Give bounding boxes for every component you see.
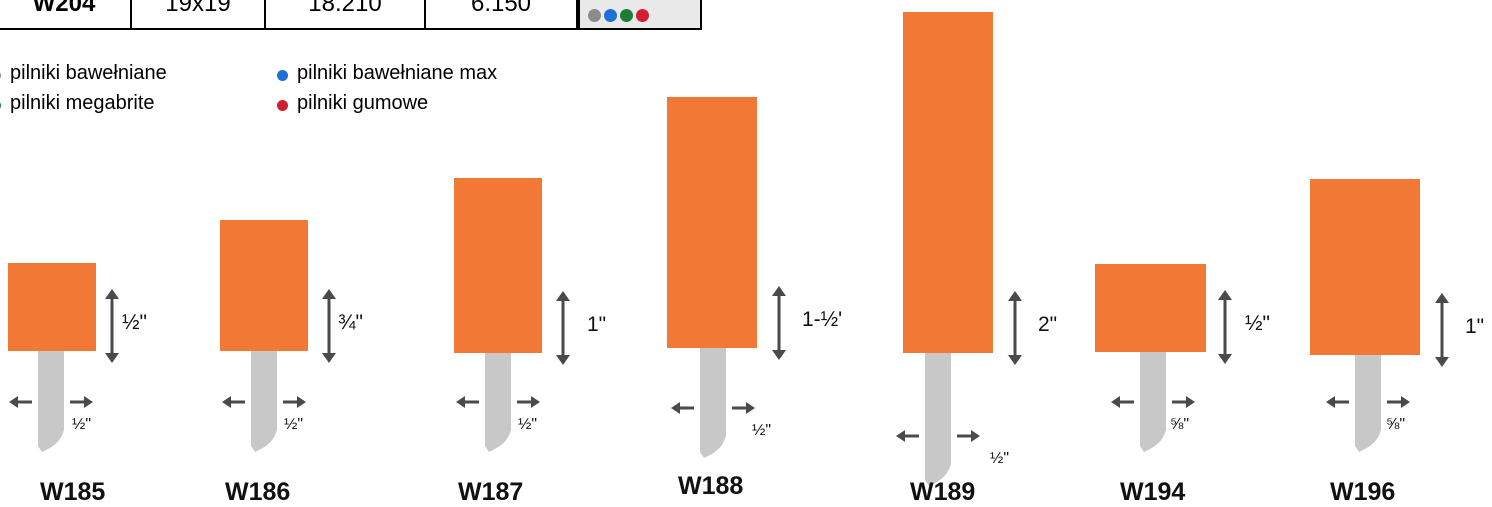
product-code-label: W187 bbox=[458, 478, 524, 506]
shank-diameter-label: ½" bbox=[518, 416, 538, 433]
length-arrow-icon bbox=[1435, 293, 1449, 367]
length-label: ½" bbox=[122, 311, 147, 334]
file-head bbox=[1310, 179, 1420, 355]
shank bbox=[251, 349, 277, 452]
shank bbox=[1355, 353, 1381, 452]
length-label: 1" bbox=[1465, 315, 1485, 338]
legend-dot-icon bbox=[0, 70, 1, 81]
length-arrow-icon bbox=[556, 291, 570, 365]
table-cell-color-dots bbox=[578, 0, 702, 28]
shank-diameter-label: ⅝" bbox=[1386, 416, 1406, 433]
legend-dot-icon bbox=[0, 100, 1, 111]
file-head bbox=[454, 178, 542, 353]
table-cell-size: 19x19 bbox=[132, 0, 266, 28]
shank-diameter-label: ⅝" bbox=[1170, 416, 1190, 433]
length-label: ¾" bbox=[338, 311, 363, 334]
shank bbox=[485, 351, 511, 452]
length-label: 2" bbox=[1038, 313, 1058, 336]
file-head bbox=[220, 220, 308, 351]
length-arrow-icon bbox=[322, 289, 336, 363]
shank-diameter-label: ½" bbox=[752, 422, 772, 439]
product-code-label: W194 bbox=[1120, 478, 1186, 506]
product-code-label: W185 bbox=[40, 478, 106, 506]
shank-width-arrow-icon bbox=[1326, 396, 1410, 408]
table-cell-code: W204 bbox=[0, 0, 132, 28]
length-arrow-icon bbox=[772, 286, 786, 360]
shank-width-arrow-icon bbox=[456, 396, 540, 408]
file-head bbox=[8, 263, 96, 351]
shank-width-arrow-icon bbox=[222, 396, 306, 408]
length-label: 1-½' bbox=[802, 308, 843, 331]
table-row: W204 19x19 18.210 6.150 bbox=[0, 0, 702, 30]
length-arrow-icon bbox=[1218, 290, 1232, 364]
product-code-label: W196 bbox=[1330, 478, 1396, 506]
shank-width-arrow-icon bbox=[671, 402, 755, 414]
table-cell-price1: 18.210 bbox=[266, 0, 426, 28]
shank-width-arrow-icon bbox=[1111, 396, 1195, 408]
shank-width-arrow-icon bbox=[896, 430, 980, 442]
file-head bbox=[667, 97, 757, 348]
shank bbox=[38, 349, 64, 452]
shank bbox=[700, 346, 726, 458]
product-code-label: W186 bbox=[225, 478, 291, 506]
table-cell-price2: 6.150 bbox=[426, 0, 578, 28]
file-head bbox=[903, 12, 993, 353]
legend-dot-icon bbox=[277, 70, 288, 81]
length-label: ½" bbox=[1245, 312, 1270, 335]
shank-diameter-label: ½" bbox=[990, 450, 1010, 467]
product-code-label: W189 bbox=[910, 478, 976, 506]
shank-width-arrow-icon bbox=[9, 396, 93, 408]
file-head bbox=[1095, 264, 1206, 352]
length-arrow-icon bbox=[1008, 291, 1022, 365]
color-dot-icon bbox=[588, 8, 601, 22]
color-dot-icon bbox=[636, 8, 649, 22]
shank-diameter-label: ½" bbox=[72, 416, 92, 433]
shank bbox=[925, 351, 951, 486]
shank-diameter-label: ½" bbox=[284, 416, 304, 433]
length-label: 1" bbox=[587, 313, 607, 336]
legend-dot-icon bbox=[277, 100, 288, 111]
color-dot-icon bbox=[604, 8, 617, 22]
length-arrow-icon bbox=[105, 289, 119, 363]
product-code-label: W188 bbox=[678, 472, 744, 500]
color-dot-icon bbox=[620, 8, 633, 22]
shank bbox=[1140, 350, 1166, 452]
